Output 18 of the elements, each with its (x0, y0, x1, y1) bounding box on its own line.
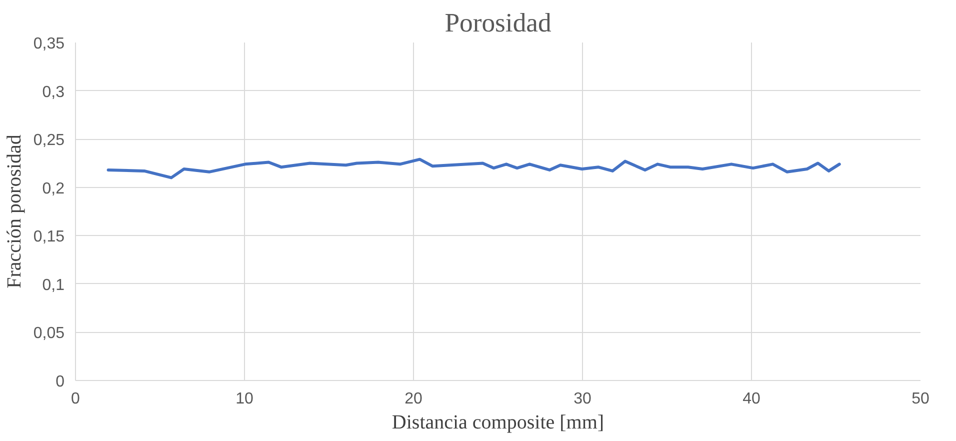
y-tick-label: 0,1 (42, 276, 65, 294)
y-axis-title: Fracción porosidad (3, 134, 26, 288)
chart-title: Porosidad (444, 8, 552, 38)
y-tick-label: 0,35 (33, 36, 65, 52)
y-tick-label: 0,3 (42, 84, 65, 101)
x-tick-label: 40 (742, 390, 760, 408)
x-tick-label: 10 (236, 390, 254, 408)
line-series (106, 158, 841, 180)
x-axis-title: Distancia composite [mm] (392, 412, 604, 434)
y-tick-label: 0 (56, 374, 65, 390)
x-tick-label: 0 (71, 390, 80, 408)
x-tick-label: 30 (574, 390, 592, 408)
y-tick-label: 0,25 (33, 132, 65, 150)
x-tick-label: 20 (404, 390, 422, 408)
y-tick-label: 0,05 (33, 325, 65, 342)
x-tick-label: 50 (912, 390, 930, 408)
y-tick-label: 0,2 (42, 180, 65, 198)
y-tick-label: 0,15 (33, 228, 65, 246)
